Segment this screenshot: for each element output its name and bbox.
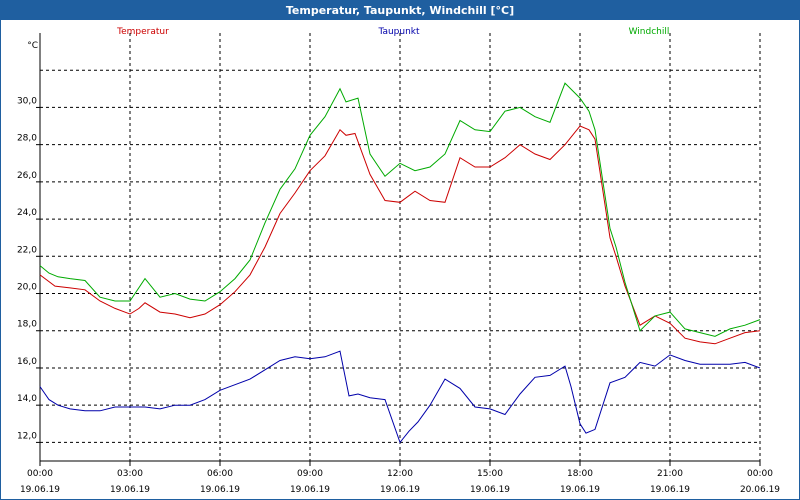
legend-windchill: Windchill: [629, 27, 670, 37]
x-tick-date: 19.06.19: [560, 485, 600, 495]
x-tick-time: 06:00: [207, 469, 233, 479]
y-tick-label: 14,0: [17, 394, 37, 404]
y-tick-label: 18,0: [17, 320, 37, 330]
x-tick-time: 00:00: [747, 469, 773, 479]
x-tick-time: 15:00: [477, 469, 503, 479]
legend-taupunkt: Taupunkt: [377, 27, 420, 37]
legend-temperatur: Temperatur: [116, 27, 169, 37]
y-tick-label: 20,0: [17, 283, 37, 293]
x-tick-date: 20.06.19: [740, 485, 780, 495]
tick-labels: 12,0 14,0 16,0 18,0 20,0 22,0 24,0 26,0 28,0 30,0…: [17, 27, 780, 495]
x-tick-date: 19.06.19: [470, 485, 510, 495]
y-tick-label: 28,0: [17, 134, 37, 144]
x-tick-date: 19.06.19: [290, 485, 330, 495]
x-tick-date: 19.06.19: [20, 485, 60, 495]
x-tick-time: 18:00: [567, 469, 593, 479]
x-tick-date: 19.06.19: [380, 485, 420, 495]
x-tick-time: 00:00: [27, 469, 53, 479]
y-tick-label: 12,0: [17, 431, 37, 441]
x-tick-date: 19.06.19: [650, 485, 690, 495]
y-tick-label: 26,0: [17, 171, 37, 181]
x-tick-date: 19.06.19: [110, 485, 150, 495]
y-tick-label: 24,0: [17, 208, 37, 218]
grid: [40, 33, 761, 461]
series-line-taupunkt: [39, 350, 761, 444]
x-tick-time: 12:00: [387, 469, 413, 479]
window-title: Temperatur, Taupunkt, Windchill [°C]: [1, 1, 799, 20]
series-line-windchill: [39, 82, 761, 337]
x-tick-time: 09:00: [297, 469, 323, 479]
y-axis-label: °C: [27, 41, 38, 51]
x-tick-time: 03:00: [117, 469, 143, 479]
y-tick-label: 16,0: [17, 357, 37, 367]
x-tick-time: 21:00: [657, 469, 683, 479]
y-tick-label: 30,0: [17, 96, 37, 106]
axes: [36, 33, 761, 466]
y-tick-label: 22,0: [17, 245, 37, 255]
x-tick-date: 19.06.19: [200, 485, 240, 495]
series-layer: [39, 82, 761, 444]
